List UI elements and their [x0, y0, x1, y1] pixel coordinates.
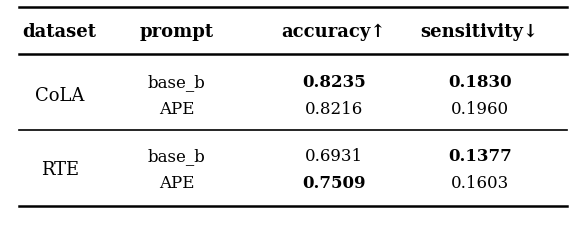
Text: 0.6931: 0.6931 — [305, 147, 363, 164]
Text: APE: APE — [159, 101, 194, 118]
Text: dataset: dataset — [23, 22, 97, 40]
Text: accuracy↑: accuracy↑ — [282, 22, 386, 40]
Text: 0.1377: 0.1377 — [448, 147, 512, 164]
Text: 0.1603: 0.1603 — [451, 174, 509, 191]
Text: CoLA: CoLA — [35, 87, 84, 105]
Text: 0.1960: 0.1960 — [451, 101, 509, 118]
Text: 0.8216: 0.8216 — [305, 101, 363, 118]
Text: 0.7509: 0.7509 — [302, 174, 366, 191]
Text: prompt: prompt — [139, 22, 213, 40]
Text: APE: APE — [159, 174, 194, 191]
Text: base_b: base_b — [148, 147, 205, 164]
Text: base_b: base_b — [148, 74, 205, 91]
Text: RTE: RTE — [40, 160, 79, 178]
Text: sensitivity↓: sensitivity↓ — [421, 22, 539, 40]
Text: 0.8235: 0.8235 — [302, 74, 366, 91]
Text: 0.1830: 0.1830 — [448, 74, 512, 91]
